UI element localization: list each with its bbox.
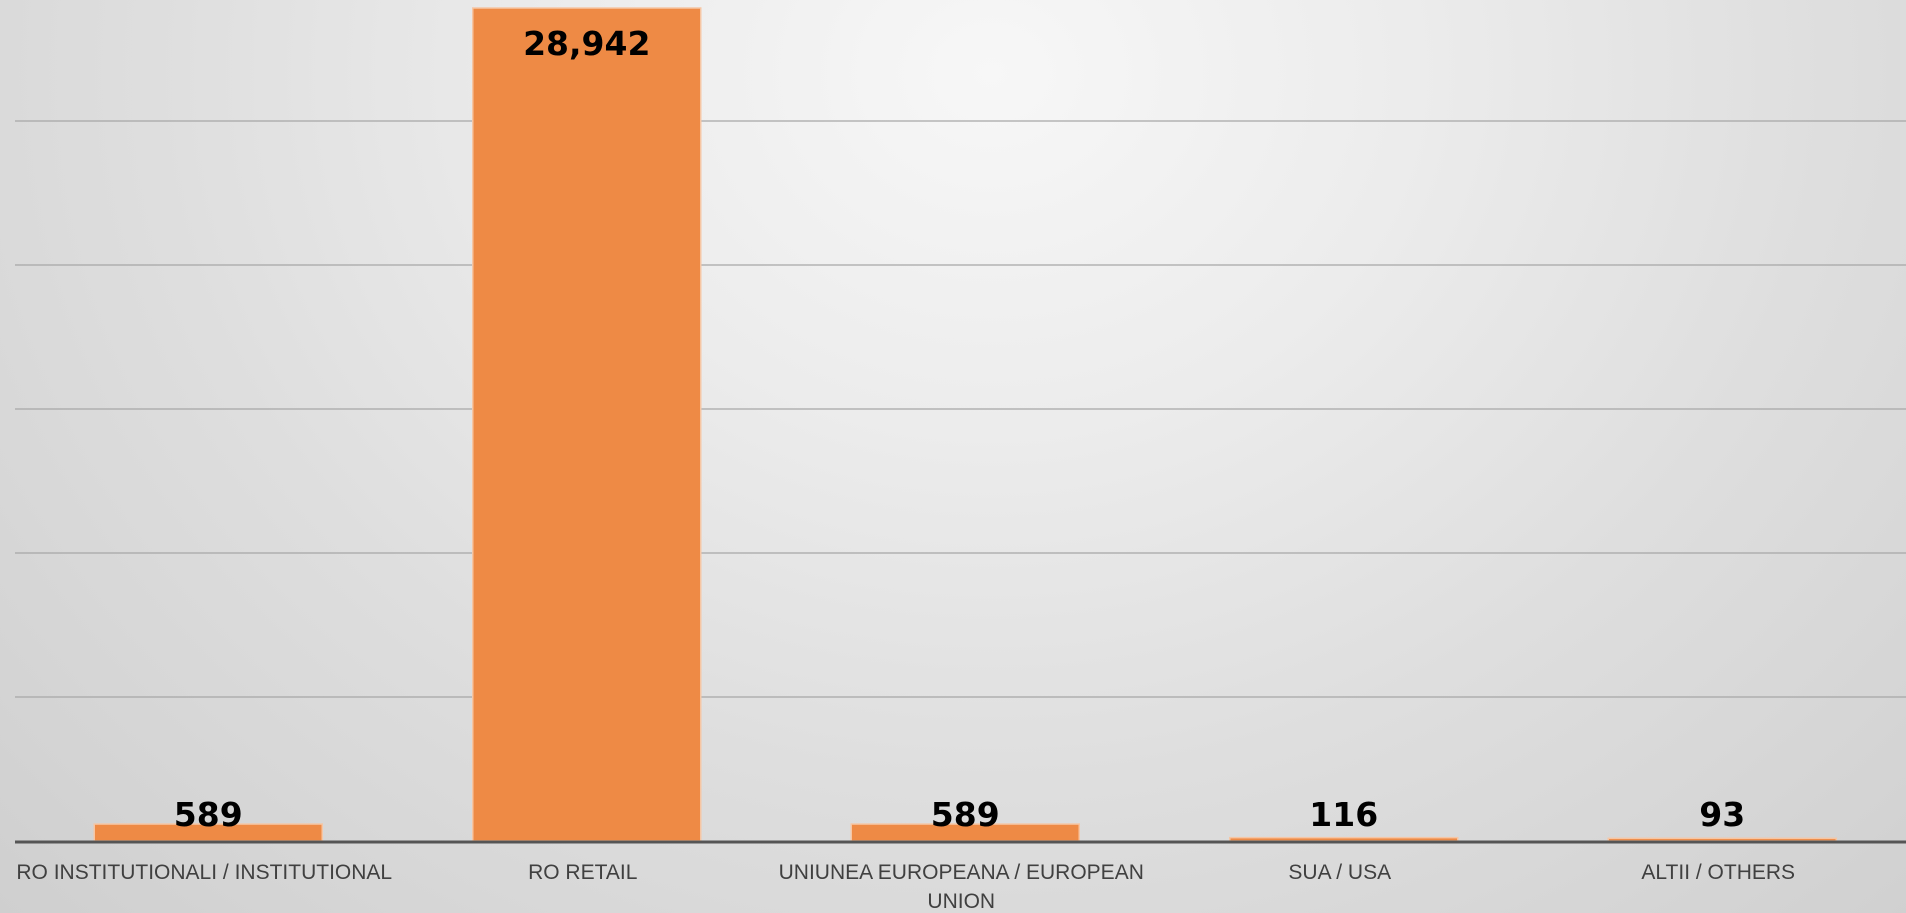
data-label: 93 — [1699, 795, 1745, 834]
category-label: ALTII / OTHERS — [1641, 861, 1795, 884]
data-label: 116 — [1309, 795, 1378, 834]
bar — [472, 7, 702, 842]
data-labels: 589 28,942 589 116 93 — [174, 24, 1745, 834]
category-label: RO INSTITUTIONALI / INSTITUTIONAL — [16, 861, 392, 884]
bars — [93, 7, 1837, 842]
category-labels: RO INSTITUTIONALI / INSTITUTIONAL RO RETA… — [16, 861, 1795, 913]
bar — [1229, 836, 1459, 842]
data-label: 589 — [931, 795, 1000, 834]
category-label: UNIUNEA EUROPEANA / EUROPEAN — [779, 861, 1144, 884]
data-label: 589 — [174, 795, 243, 834]
category-label: UNION — [927, 890, 995, 913]
category-label: RO RETAIL — [528, 861, 637, 884]
category-label: SUA / USA — [1288, 861, 1391, 884]
gridlines — [15, 120, 1906, 698]
data-label: 28,942 — [523, 24, 650, 63]
